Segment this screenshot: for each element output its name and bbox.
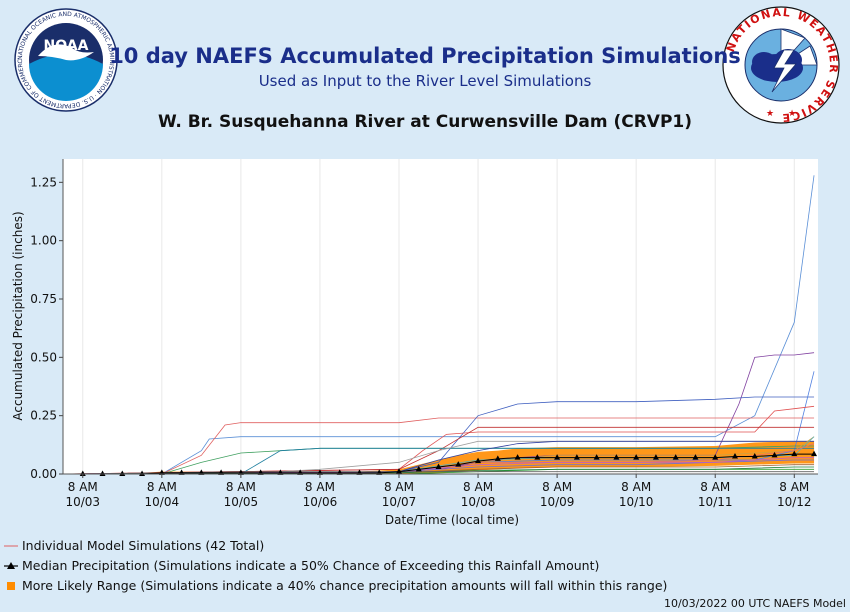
legend-median: Median Precipitation (Simulations indica… (4, 558, 599, 573)
y-tick-label: 1.00 (30, 234, 57, 248)
more-likely-range (63, 441, 815, 474)
svg-text:★: ★ (766, 109, 774, 119)
x-tick-label-time: 8 AM (147, 480, 177, 494)
legend-individual-swatch (4, 545, 18, 546)
x-tick-label-date: 10/09 (540, 495, 575, 509)
legend-range-label: More Likely Range (Simulations indicate … (22, 578, 668, 593)
median-marker (613, 454, 620, 460)
median-marker (356, 469, 363, 475)
median-marker (692, 454, 699, 460)
x-tick-label-date: 10/06 (303, 495, 338, 509)
median-marker (297, 469, 304, 475)
noaa-logo-text: NOAA (44, 38, 89, 54)
x-tick-label-time: 8 AM (226, 480, 256, 494)
median-marker (791, 450, 798, 457)
x-tick-label-date: 10/08 (461, 495, 496, 509)
median-marker (376, 469, 383, 475)
median-marker (455, 461, 462, 467)
x-tick-label-time: 8 AM (384, 480, 414, 494)
median-marker (751, 453, 758, 459)
x-tick-label-date: 10/11 (698, 495, 733, 509)
median-marker (119, 470, 126, 476)
x-tick-label-date: 10/07 (382, 495, 417, 509)
x-tick-label-date: 10/04 (145, 495, 180, 509)
simulation-line-7 (62, 426, 815, 475)
simulation-line-1 (63, 175, 815, 475)
x-tick-label-time: 8 AM (779, 480, 809, 494)
median-marker (672, 454, 679, 460)
grid-lines (82, 159, 795, 474)
nws-logo: NATIONAL WEATHER SERVICE ★ ★ (722, 6, 840, 124)
model-run-label: 10/03/2022 00 UTC NAEFS Model (663, 597, 846, 610)
simulation-line-20 (62, 471, 815, 475)
x-tick-label-time: 8 AM (463, 480, 493, 494)
legend-individual: Individual Model Simulations (42 Total) (4, 538, 264, 553)
plot-area (63, 159, 818, 474)
median-marker (139, 470, 146, 476)
x-tick-label-date: 10/12 (777, 495, 812, 509)
noaa-logo: NOAA NATIONAL OCEANIC AND ATMOSPHERIC AD… (14, 8, 118, 112)
median-marker (79, 470, 86, 476)
median-marker (257, 469, 264, 475)
y-tick-label: 0.75 (30, 292, 57, 306)
median-marker (395, 468, 402, 474)
median-marker (494, 455, 501, 461)
median-marker (277, 469, 284, 475)
x-tick-label-time: 8 AM (68, 480, 98, 494)
station-name: W. Br. Susquehanna River at Curwensville… (157, 112, 692, 132)
x-axis-label: Date/Time (local time) (385, 513, 519, 527)
x-tick-label-time: 8 AM (621, 480, 651, 494)
median-marker (475, 457, 482, 464)
median-series (63, 450, 818, 476)
median-marker (573, 454, 580, 460)
median-marker (712, 454, 719, 460)
x-tick-label-date: 10/05 (224, 495, 259, 509)
svg-text:★: ★ (788, 109, 796, 119)
y-tick-label: 0.50 (30, 350, 57, 364)
median-marker (218, 469, 225, 475)
x-tick-label-time: 8 AM (305, 480, 335, 494)
median-marker (731, 453, 738, 459)
y-axis-label: Accumulated Precipitation (inches) (11, 211, 25, 420)
simulation-line-6 (62, 405, 815, 475)
median-marker (435, 463, 442, 469)
chart-title: 10 day NAEFS Accumulated Precipitation S… (109, 44, 741, 68)
median-marker (415, 465, 422, 472)
x-tick-label-date: 10/10 (619, 495, 654, 509)
legend-median-swatch (4, 561, 18, 569)
legend-range-swatch (7, 581, 15, 590)
median-marker (336, 469, 343, 475)
legend-median-label: Median Precipitation (Simulations indica… (22, 558, 600, 573)
median-marker (633, 454, 640, 460)
y-tick-label: 1.25 (30, 175, 57, 189)
median-marker (316, 469, 323, 475)
y-tick-label: 0.00 (30, 467, 57, 481)
median-marker (534, 454, 541, 460)
x-tick-label-time: 8 AM (700, 480, 730, 494)
median-marker (237, 469, 244, 475)
median-marker (99, 470, 106, 476)
x-tick-label-date: 10/03 (65, 495, 100, 509)
median-marker (158, 469, 165, 475)
median-marker (811, 450, 818, 457)
range-band (63, 441, 815, 474)
median-marker (554, 454, 561, 460)
legend-range: More Likely Range (Simulations indicate … (4, 578, 667, 593)
median-marker (593, 454, 600, 460)
legend-individual-label: Individual Model Simulations (42 Total) (22, 538, 265, 553)
y-tick-label: 0.25 (30, 409, 57, 423)
median-marker (514, 454, 521, 460)
simulation-line-19 (62, 466, 815, 475)
simulation-line-11 (62, 440, 815, 475)
median-marker (178, 469, 185, 475)
x-tick-label-time: 8 AM (542, 480, 572, 494)
simulation-line-9 (63, 447, 815, 475)
median-marker (652, 454, 659, 460)
chart-subtitle: Used as Input to the River Level Simulat… (258, 72, 592, 90)
median-marker (198, 469, 205, 475)
median-marker (771, 451, 778, 458)
simulation-line-2 (63, 417, 815, 475)
